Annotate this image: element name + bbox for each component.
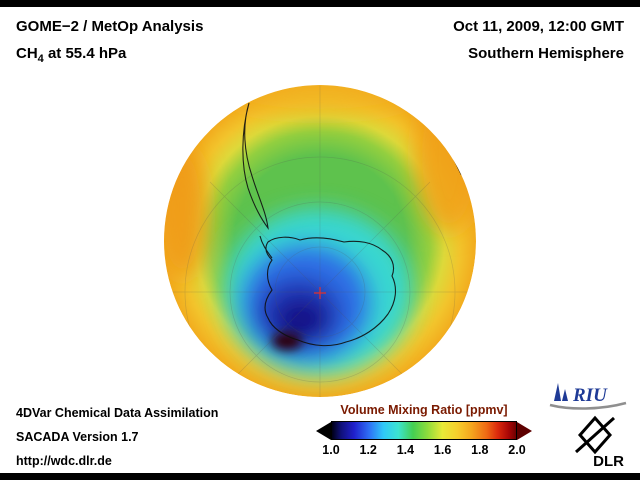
dlr-logo: DLR [564, 414, 626, 473]
assimilation-label: 4DVar Chemical Data Assimilation [16, 406, 219, 420]
riu-logo: RIU [548, 381, 628, 416]
tick-label: 1.0 [322, 443, 340, 457]
antarctic-peninsula-coastline [259, 235, 273, 259]
colorbar-underflow-arrow [316, 421, 331, 440]
dlr-mark-icon [574, 415, 616, 455]
colorbar-overflow-arrow [517, 421, 532, 440]
tick-label: 1.6 [433, 443, 452, 457]
tick-label: 1.4 [396, 443, 415, 457]
version-label: SACADA Version 1.7 [16, 430, 139, 444]
ch4-minimum-patch [272, 332, 302, 350]
colorbar-title: Volume Mixing Ratio [ppmv] [340, 403, 508, 417]
riu-logo-text: RIU [572, 385, 608, 406]
tick-label: 2.0 [508, 443, 526, 457]
product-title: GOME−2 / MetOp Analysis [16, 18, 204, 35]
south-america-coastline [242, 102, 269, 230]
pole-marker [314, 287, 326, 299]
dlr-logo-text: DLR [593, 453, 624, 468]
colorbar-ticks: 1.0 1.2 1.4 1.6 1.8 2.0 [322, 443, 525, 459]
hemisphere-label: Southern Hemisphere [468, 45, 624, 62]
header-left: GOME−2 / MetOp Analysis CH4 at 55.4 hPa [16, 13, 203, 73]
pressure-level: at 55.4 hPa [43, 45, 127, 62]
riu-cathedral-icon [554, 383, 568, 401]
website-url: http://wdc.dlr.de [16, 454, 112, 468]
bottom-border-bar [0, 473, 640, 480]
antarctica-coastline [264, 236, 397, 347]
colorbar: Volume Mixing Ratio [ppmv] 1.0 1.2 1.4 1… [316, 403, 532, 459]
colorbar-scale [331, 421, 517, 440]
species-level: CH4 at 55.4 hPa [16, 40, 203, 73]
credits-block: 4DVar Chemical Data Assimilation SACADA … [16, 401, 218, 473]
top-border-bar [0, 0, 640, 7]
tick-label: 1.2 [359, 443, 377, 457]
species-subscript: 4 [37, 53, 44, 65]
graticule [164, 86, 476, 397]
header-right: Oct 11, 2009, 12:00 GMT Southern Hemisph… [453, 13, 624, 67]
riu-swoosh [549, 401, 627, 410]
tick-label: 1.8 [471, 443, 489, 457]
datetime-label: Oct 11, 2009, 12:00 GMT [453, 18, 624, 35]
species-symbol: CH [16, 45, 38, 62]
colorbar-gradient [316, 421, 532, 440]
